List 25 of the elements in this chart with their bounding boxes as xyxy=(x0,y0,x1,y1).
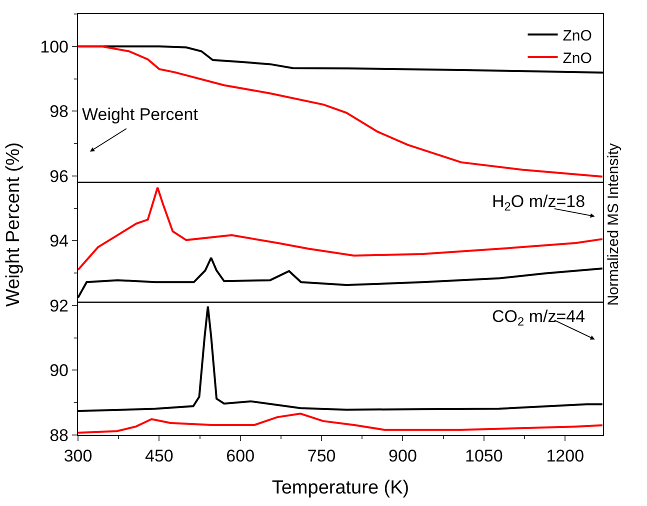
x-axis-title: Temperature (K) xyxy=(272,477,410,498)
line-series xyxy=(78,412,603,434)
y-axis-title: Weight Percent (%) xyxy=(2,142,24,307)
y-tick-label: 96 xyxy=(50,166,68,186)
legend-label: ZnO xyxy=(562,27,592,44)
x-tick-label: 1050 xyxy=(465,446,503,466)
y-tick-label: 98 xyxy=(50,102,68,122)
x-tick-label: 1200 xyxy=(546,446,584,466)
y-tick-label: 92 xyxy=(50,296,68,316)
x-tick-label: 300 xyxy=(64,446,92,466)
legend-label: ZnO xyxy=(562,50,592,67)
line-series xyxy=(78,186,603,271)
annotation: H$_{2}$O m/z=18 xyxy=(492,192,586,214)
x-tick-label: 600 xyxy=(226,446,255,466)
y-tick-label: 94 xyxy=(50,232,68,251)
x-tick-label: 450 xyxy=(145,446,174,466)
x-tick-label: 750 xyxy=(307,446,336,466)
annotation: Weight Percent xyxy=(82,105,198,124)
y-tick-label: 90 xyxy=(50,361,68,380)
y-tick-label: 100 xyxy=(40,37,68,56)
annotation: CO$_{2}$ m/z=44 xyxy=(492,307,586,329)
y2-axis-title: Normalized MS Intensity xyxy=(605,142,622,306)
line-series xyxy=(78,45,603,178)
y-tick-label: 88 xyxy=(50,426,68,445)
x-tick-label: 900 xyxy=(388,446,417,466)
